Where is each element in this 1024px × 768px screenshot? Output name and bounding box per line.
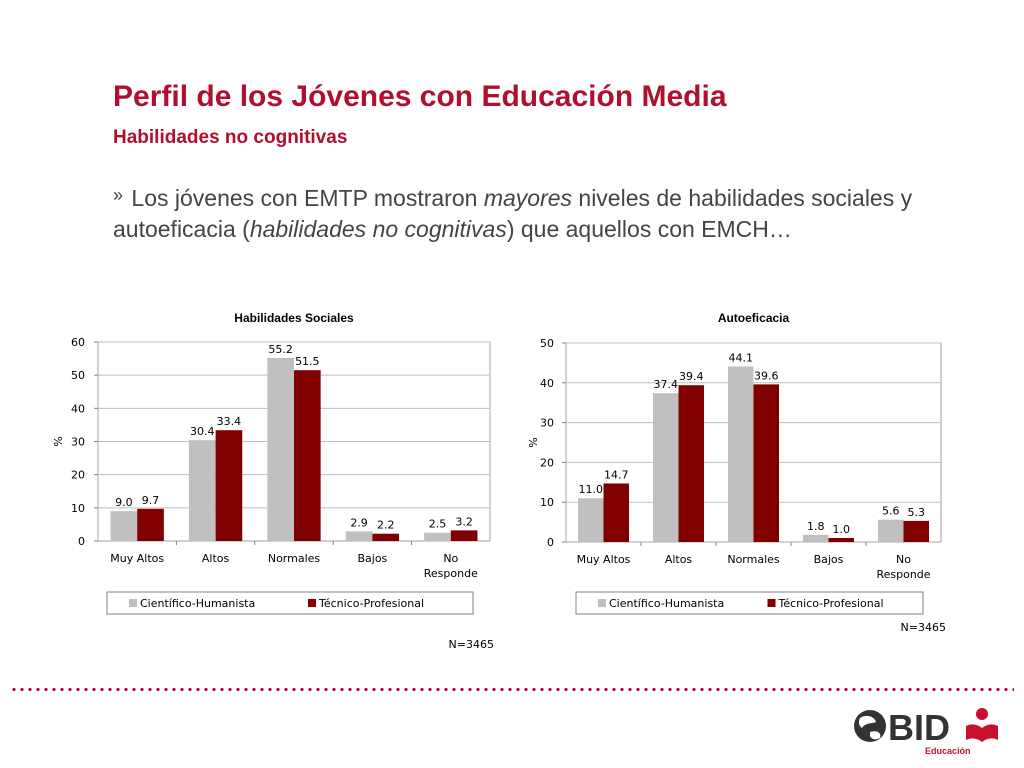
bid-logo: BID Educación [854,707,998,756]
category-label: Bajos [357,552,387,565]
y-tick-label: 50 [540,337,554,350]
y-tick-label: 20 [540,456,554,469]
data-label: 37.4 [654,378,679,391]
legend-box [106,591,474,615]
bullet-text-content: Los jóvenes con EMTP mostraron mayores n… [113,185,912,242]
bullet-emphasis: mayores [483,185,573,211]
data-label: 3.2 [455,515,473,528]
y-tick-label: 0 [547,536,554,549]
bullet-mark: » [113,185,124,205]
y-tick-label: 20 [71,469,85,482]
bullet-paragraph: » Los jóvenes con EMTP mostraron mayores… [113,180,913,245]
bar-tecnico-profesional [215,430,243,541]
y-tick-label: 10 [540,496,554,509]
bullet-text-part: ) que aquellos con EMCH… [506,216,792,242]
category-label: Altos [665,553,693,566]
data-label: 55.2 [268,343,293,356]
bar-cientifico-humanista [424,532,451,541]
y-tick-label: 40 [71,402,85,415]
legend-swatch [129,599,137,607]
data-label: 5.3 [908,506,926,519]
bar-tecnico-profesional [753,384,779,542]
category-label: Normales [268,552,321,565]
bar-tecnico-profesional [137,508,164,541]
data-label: 51.5 [295,355,320,368]
legend-label: Técnico-Profesional [778,597,884,610]
bar-tecnico-profesional [678,385,704,542]
legend-label: Técnico-Profesional [318,597,424,610]
category-label: Muy Altos [110,552,164,565]
data-label: 5.6 [882,505,900,518]
y-tick-label: 30 [71,436,85,449]
data-label: 14.7 [604,468,629,481]
category-label: Responde [424,567,478,580]
category-label: Normales [727,553,780,566]
data-label: 9.0 [115,496,133,509]
chart-title: Autoeficacia [718,311,790,325]
bar-cientifico-humanista [878,519,904,542]
bullet-emphasis: habilidades no cognitivas [249,216,507,242]
y-tick-label: 0 [78,535,85,548]
bar-cientifico-humanista [803,534,829,542]
y-axis-label: % [52,436,65,446]
legend-swatch [308,599,316,607]
bar-tecnico-profesional [903,520,929,542]
bar-tecnico-profesional [294,370,321,541]
slide-subtitle: Habilidades no cognitivas [113,127,348,148]
data-label: 9.7 [142,494,160,507]
legend-swatch [598,599,606,607]
bar-cientifico-humanista [345,531,373,541]
legend-swatch [767,599,776,607]
bar-cientifico-humanista [188,440,216,541]
data-label: 11.0 [579,483,604,496]
bar-tecnico-profesional [603,483,629,542]
logo-division-text: Educación [925,746,971,756]
data-label: 2.2 [377,519,395,532]
bar-cientifico-humanista [578,498,604,542]
bar-cientifico-humanista [267,357,294,541]
chart-title: Habilidades Sociales [234,311,354,325]
data-label: 44.1 [729,351,754,364]
category-label: Bajos [814,553,844,566]
y-tick-label: 60 [71,336,85,349]
y-axis-label: % [527,437,540,447]
data-label: 1.8 [807,520,825,533]
logo-brand-text: BID [888,707,950,748]
data-label: 2.9 [350,516,368,529]
reader-icon [966,708,998,742]
data-label: 39.4 [679,370,704,383]
category-label: Altos [202,552,230,565]
data-label: 2.5 [429,518,447,531]
data-label: 1.0 [833,523,851,536]
bar-tecnico-profesional [372,533,400,541]
category-label: No [443,552,458,565]
y-tick-label: 50 [71,369,85,382]
bar-tecnico-profesional [450,530,478,541]
y-tick-label: 10 [71,502,85,515]
category-label: Muy Altos [577,553,631,566]
sample-size-note: N=3465 [901,621,946,634]
globe-icon [854,710,886,742]
bar-cientifico-humanista [728,366,754,542]
slide-title: Perfil de los Jóvenes con Educación Medi… [113,80,727,113]
bullet-text-part: Los jóvenes con EMTP mostraron [131,185,484,211]
bar-tecnico-profesional [828,538,854,542]
bullet-text-part: niveles de habilidades sociales y autoef… [113,185,913,242]
legend-label: Científico-Humanista [140,597,255,610]
y-tick-label: 40 [540,377,554,390]
category-label: No [896,553,911,566]
legend-label: Científico-Humanista [609,597,724,610]
dotted-divider [10,687,1014,692]
legend-box [575,591,924,615]
data-label: 39.6 [754,369,779,382]
bar-cientifico-humanista [653,393,679,542]
sample-size-note: N=3465 [449,638,494,651]
data-label: 30.4 [190,425,215,438]
data-label: 33.4 [217,415,242,428]
category-label: Responde [876,568,930,581]
y-tick-label: 30 [540,417,554,430]
bar-cientifico-humanista [110,511,138,541]
